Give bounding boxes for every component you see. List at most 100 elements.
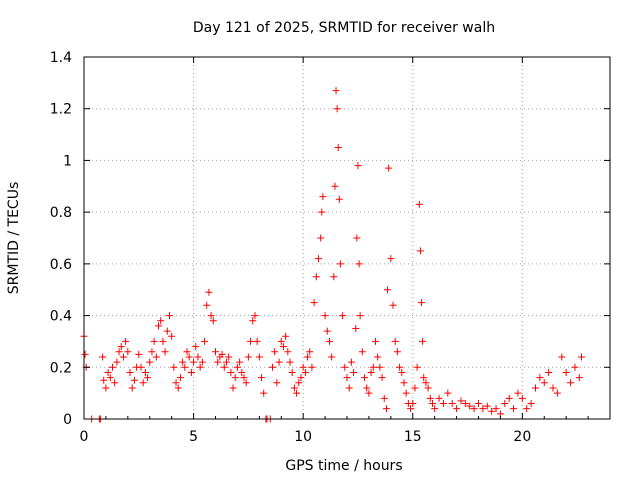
data-point — [275, 358, 283, 366]
data-point — [214, 358, 222, 366]
data-point — [407, 405, 415, 413]
data-point — [128, 384, 136, 392]
data-point — [333, 105, 341, 113]
data-point — [244, 353, 252, 361]
data-point — [336, 260, 344, 268]
data-point — [367, 368, 375, 376]
data-point — [106, 374, 114, 382]
data-point — [328, 353, 336, 361]
data-point — [113, 358, 121, 366]
data-point — [260, 389, 268, 397]
data-point — [117, 343, 125, 351]
data-point — [190, 358, 198, 366]
data-point — [400, 379, 408, 387]
data-point — [249, 317, 257, 325]
data-point — [420, 374, 428, 382]
data-point — [168, 332, 176, 340]
data-point — [227, 368, 235, 376]
data-point — [350, 368, 358, 376]
data-point — [422, 379, 430, 387]
data-point — [411, 384, 419, 392]
data-point — [135, 350, 143, 358]
data-point — [155, 322, 163, 330]
data-point — [209, 317, 217, 325]
data-point — [323, 327, 331, 335]
axis-ticks: 0 5 10 15 20 0 0.2 0.4 0.6 0.8 1 1.2 1.4 — [50, 50, 610, 445]
data-point — [172, 379, 180, 387]
data-point — [374, 353, 382, 361]
data-point — [163, 327, 171, 335]
data-point — [203, 301, 211, 309]
data-point — [510, 405, 518, 413]
data-point — [286, 358, 294, 366]
data-point — [183, 348, 191, 356]
data-point — [255, 353, 263, 361]
data-point — [424, 384, 432, 392]
data-point — [419, 337, 427, 345]
data-point — [363, 384, 371, 392]
data-point — [268, 363, 276, 371]
data-point — [144, 374, 152, 382]
data-point — [389, 301, 397, 309]
data-point — [146, 358, 154, 366]
data-point — [428, 399, 436, 407]
data-point — [365, 389, 373, 397]
data-point — [271, 348, 279, 356]
x-tick-label: 5 — [189, 429, 198, 445]
data-point — [273, 379, 281, 387]
data-point — [536, 374, 544, 382]
y-tick-label: 0.2 — [50, 360, 72, 376]
data-point — [295, 379, 303, 387]
data-point — [240, 374, 248, 382]
x-tick-label: 10 — [294, 429, 312, 445]
data-point — [492, 405, 500, 413]
data-point — [139, 379, 147, 387]
data-point — [334, 144, 342, 151]
data-point — [308, 363, 316, 371]
data-point — [466, 402, 474, 410]
data-point — [236, 358, 244, 366]
data-point — [304, 353, 312, 361]
data-point — [104, 368, 112, 376]
data-point — [385, 164, 393, 172]
data-point — [282, 332, 290, 340]
x-tick-label: 15 — [404, 429, 422, 445]
data-point — [330, 273, 338, 281]
data-point — [218, 350, 226, 358]
data-points — [80, 87, 586, 423]
data-point — [371, 337, 379, 345]
data-point — [347, 358, 355, 366]
data-point — [567, 379, 575, 387]
data-point — [194, 353, 202, 361]
data-point — [393, 348, 401, 356]
data-point — [220, 363, 228, 371]
chart-title: Day 121 of 2025, SRMTID for receiver wal… — [193, 20, 495, 36]
data-point — [157, 317, 165, 325]
data-point — [416, 247, 424, 255]
data-point — [361, 374, 369, 382]
data-point — [122, 337, 130, 345]
y-tick-label: 0.8 — [50, 205, 72, 221]
x-tick-label: 20 — [513, 429, 531, 445]
data-point — [457, 397, 465, 405]
data-point — [426, 394, 434, 402]
data-point — [549, 384, 557, 392]
data-point — [354, 162, 362, 170]
data-point — [578, 353, 586, 361]
data-point — [81, 350, 89, 358]
data-point — [435, 394, 443, 402]
data-point — [391, 337, 399, 345]
data-point — [545, 368, 553, 376]
data-point — [353, 234, 361, 242]
data-point — [461, 399, 469, 407]
data-point — [201, 337, 209, 345]
data-point — [355, 260, 363, 268]
data-point — [115, 348, 123, 356]
data-point — [179, 358, 187, 366]
data-point — [475, 399, 482, 407]
data-point — [523, 405, 531, 413]
data-point — [553, 389, 561, 397]
data-point — [312, 273, 320, 281]
data-point — [356, 312, 364, 320]
data-point — [398, 368, 406, 376]
